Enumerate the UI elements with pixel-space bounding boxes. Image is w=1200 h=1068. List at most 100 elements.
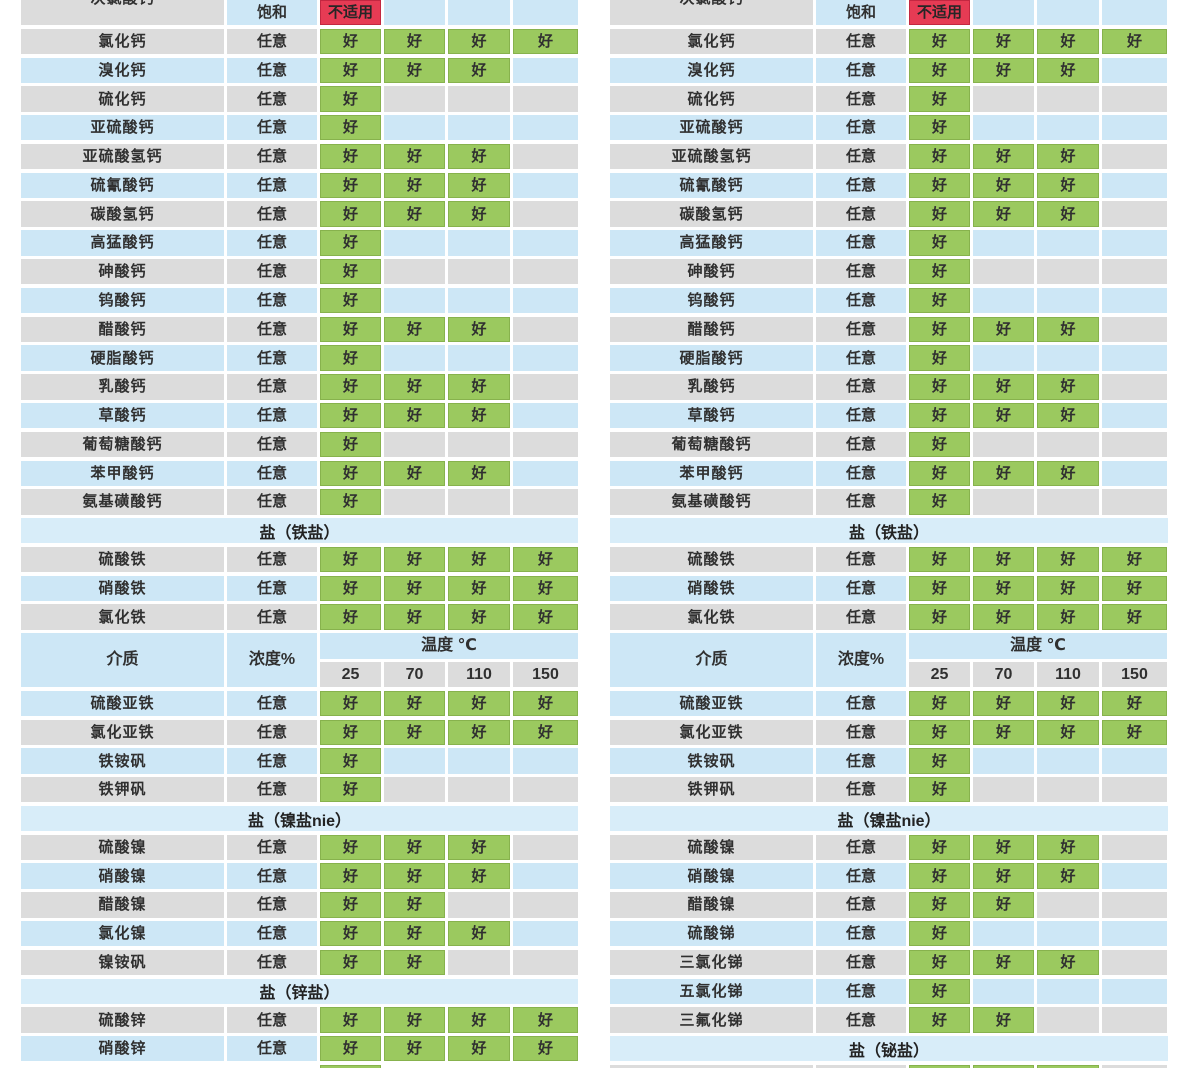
concentration-cell: 任意 [227, 201, 317, 227]
status-cell-empty [384, 259, 445, 285]
table-row: 硝酸铁 任意好好好好 [21, 575, 578, 601]
medium-cell: 五氯化锑 [610, 978, 813, 1004]
status-cell-empty [973, 978, 1034, 1004]
medium-cell: 高猛酸钙 [610, 230, 813, 256]
status-cell-good: 好 [320, 86, 381, 112]
medium-cell: 铁铵矾 [610, 748, 813, 774]
status-cell-good: 好 [384, 690, 445, 717]
status-cell-empty [973, 489, 1034, 515]
status-cell-good: 好 [909, 719, 970, 745]
status-cell-good: 好 [909, 287, 970, 314]
status-cell-good: 好 [384, 201, 445, 227]
status-cell-good: 好 [973, 1007, 1034, 1033]
concentration-cell: 任意 [227, 604, 317, 630]
status-cell-empty [1102, 143, 1167, 170]
status-cell-good: 好 [973, 57, 1034, 83]
status-cell-empty [513, 374, 578, 400]
status-cell-empty [513, 460, 578, 486]
status-cell-good: 好 [448, 834, 510, 861]
status-cell-good: 好 [448, 719, 510, 745]
medium-cell: 次氯酸钙 [610, 0, 813, 26]
status-cell-empty [1102, 863, 1167, 889]
table-row: 三氯化锑 任意好好好 [610, 949, 1168, 976]
concentration-cell: 任意 [816, 719, 906, 745]
status-cell-good: 好 [1037, 546, 1099, 573]
temperature-tick: 110 [1037, 661, 1099, 688]
medium-cell: 氯化钙 [21, 28, 224, 55]
status-cell-good: 好 [384, 172, 445, 199]
status-cell-good: 好 [1037, 143, 1099, 170]
status-cell-good: 好 [448, 546, 510, 573]
status-cell-empty [513, 172, 578, 199]
status-cell-good [909, 1064, 970, 1068]
status-cell-good: 好 [973, 172, 1034, 199]
status-cell-good: 好 [320, 892, 381, 918]
status-cell-empty [384, 287, 445, 314]
table-row: 氯化亚铁 任意好好好好 [610, 719, 1168, 745]
status-cell-good: 好 [320, 777, 381, 803]
status-cell-good: 好 [909, 1007, 970, 1033]
temperature-tick: 150 [513, 661, 578, 688]
concentration-cell: 任意 [227, 1007, 317, 1033]
concentration-cell: 任意 [816, 57, 906, 83]
status-cell-good: 好 [909, 690, 970, 717]
medium-cell: 硝酸锌 [21, 1036, 224, 1062]
status-cell-good: 好 [448, 57, 510, 83]
medium-cell: 氯化铁 [21, 604, 224, 630]
temperature-tick: 70 [384, 661, 445, 688]
medium-cell: 硫酸镍 [610, 834, 813, 861]
status-cell-good: 好 [1102, 575, 1167, 601]
concentration-cell: 任意 [227, 921, 317, 947]
status-cell-good: 好 [384, 402, 445, 429]
medium-cell: 醋酸钙 [21, 316, 224, 342]
status-cell-good: 好 [973, 863, 1034, 889]
medium-cell-text: 次氯酸钙 [21, 0, 224, 6]
table-row: 硬脂酸钙 任意好 [21, 345, 578, 371]
status-cell-good: 好 [909, 460, 970, 486]
status-cell-empty [1102, 259, 1167, 285]
status-cell-good: 好 [513, 604, 578, 630]
table-row: 硝酸镍 任意好好好 [21, 863, 578, 889]
status-cell-good: 好 [448, 201, 510, 227]
medium-column-header: 介质 [610, 633, 813, 688]
table-row: 铁钾矾 任意好 [610, 777, 1168, 803]
status-cell-good: 好 [1102, 28, 1167, 55]
status-cell-good: 好 [320, 748, 381, 774]
table-row: 硝酸镍 任意好好好 [610, 863, 1168, 889]
status-cell-not-applicable: 不适用 [909, 0, 970, 26]
status-cell-good: 好 [973, 690, 1034, 717]
medium-cell: 氯化铁 [610, 604, 813, 630]
status-cell-empty [1037, 978, 1099, 1004]
status-cell-empty [973, 86, 1034, 112]
medium-cell: 硝酸镍 [21, 863, 224, 889]
status-cell-good: 好 [909, 143, 970, 170]
concentration-cell: 任意 [816, 172, 906, 199]
status-cell-good: 好 [320, 201, 381, 227]
medium-cell: 氨基磺酸钙 [610, 489, 813, 515]
status-cell-empty [513, 489, 578, 515]
table-row: 五氯化锑 任意好 [610, 978, 1168, 1004]
status-cell-good: 好 [909, 374, 970, 400]
concentration-cell: 任意 [227, 719, 317, 745]
status-cell-good: 好 [320, 489, 381, 515]
status-cell-empty [513, 949, 578, 976]
concentration-cell: 任意 [816, 892, 906, 918]
status-cell-good: 好 [909, 230, 970, 256]
status-cell-good: 好 [448, 402, 510, 429]
table-row: 硫氰酸钙 任意好好好 [21, 172, 578, 199]
status-cell-good: 好 [1037, 949, 1099, 976]
status-cell-empty [513, 748, 578, 774]
temperature-tick: 110 [448, 661, 510, 688]
status-cell-good: 好 [384, 834, 445, 861]
status-cell-good: 好 [973, 201, 1034, 227]
status-cell-good: 好 [1037, 402, 1099, 429]
status-cell-good: 好 [320, 604, 381, 630]
table-row: 硝酸铁 任意好好好好 [610, 575, 1168, 601]
medium-cell: 乳酸钙 [21, 374, 224, 400]
concentration-cell: 任意 [816, 546, 906, 573]
medium-cell: 硫酸锌 [21, 1007, 224, 1033]
status-cell-good: 好 [448, 604, 510, 630]
status-cell-good: 好 [513, 575, 578, 601]
status-cell-empty [448, 949, 510, 976]
status-cell-good: 好 [973, 460, 1034, 486]
